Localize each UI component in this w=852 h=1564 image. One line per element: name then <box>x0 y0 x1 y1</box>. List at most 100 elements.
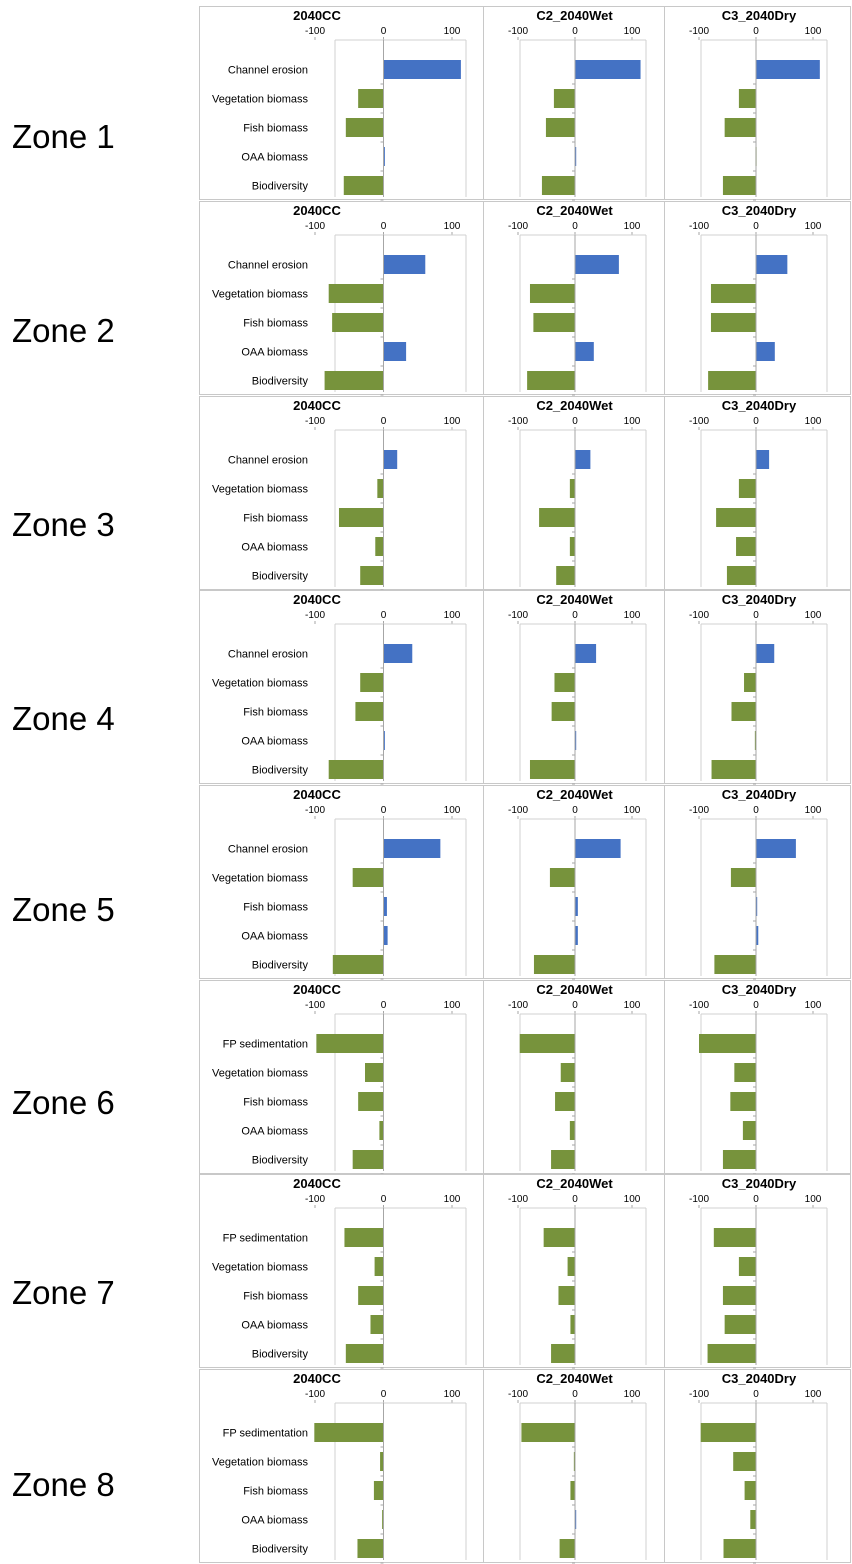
x-tick-label: -100 <box>689 1194 709 1205</box>
category-label: Vegetation biomass <box>212 1457 309 1469</box>
category-label: Fish biomass <box>243 1291 308 1303</box>
chart-panel: C2_2040Wet -100 0 100 <box>483 202 665 396</box>
bar <box>374 1257 384 1276</box>
bar-chart: C2_2040Wet -100 0 100 <box>508 982 647 1175</box>
x-tick-label: 100 <box>444 221 461 232</box>
category-label: Vegetation biomass <box>212 1262 309 1274</box>
bar <box>533 313 575 332</box>
category-label: Biodiversity <box>252 1544 309 1556</box>
bar-chart: 2040CC -100 0 100 FP sedimentation Vegetation… <box>212 1176 467 1369</box>
category-label: Biodiversity <box>252 765 309 777</box>
bar-chart: C2_2040Wet -100 0 100 <box>508 8 647 201</box>
bar <box>360 566 384 585</box>
x-tick-label: -100 <box>305 1194 325 1205</box>
x-tick-label: 0 <box>753 416 759 427</box>
category-label: Fish biomass <box>243 513 308 525</box>
category-label: Vegetation biomass <box>212 94 309 106</box>
bar <box>529 760 575 779</box>
bar-chart: C3_2040Dry -100 0 100 <box>689 398 828 591</box>
bar <box>707 1344 756 1363</box>
chart-panel: C3_2040Dry -100 0 100 <box>664 981 852 1175</box>
bar <box>345 1344 384 1363</box>
chart-panel: C3_2040Dry -100 0 100 <box>664 1175 852 1369</box>
chart-title: C2_2040Wet <box>536 8 613 23</box>
category-label: Fish biomass <box>243 902 308 914</box>
chart-title: C2_2040Wet <box>536 1371 613 1386</box>
category-label: OAA biomass <box>241 347 308 359</box>
category-label: Biodiversity <box>252 1155 309 1167</box>
bar <box>756 644 775 663</box>
bar <box>543 1228 575 1247</box>
bar <box>733 1452 756 1471</box>
bar-chart: 2040CC -100 0 100 Channel erosion Vegetation … <box>212 592 467 785</box>
chart-panel: 2040CC -100 0 100 Channel erosion Vegetation … <box>200 202 483 396</box>
bar <box>383 255 426 274</box>
x-tick-label: 0 <box>381 610 387 621</box>
bar <box>314 1423 384 1442</box>
x-tick-label: 0 <box>381 1389 387 1400</box>
bar <box>529 284 575 303</box>
x-tick-label: -100 <box>689 416 709 427</box>
category-label: Fish biomass <box>243 318 308 330</box>
chart-panel: C3_2040Dry -100 0 100 <box>664 1370 852 1564</box>
bar <box>742 1121 756 1140</box>
bar <box>711 760 756 779</box>
bar <box>722 1150 756 1169</box>
bar <box>575 731 577 750</box>
chart-title: C2_2040Wet <box>536 203 613 218</box>
bar <box>332 955 384 974</box>
x-tick-label: 100 <box>444 805 461 816</box>
bar <box>575 147 577 166</box>
category-label: OAA biomass <box>241 542 308 554</box>
category-label: Biodiversity <box>252 181 309 193</box>
bar <box>383 897 387 916</box>
chart-panel: C2_2040Wet -100 0 100 <box>483 7 665 201</box>
chart-panel: 2040CC -100 0 100 Channel erosion Vegetation … <box>200 591 483 785</box>
bar <box>559 1539 575 1558</box>
chart-title: C3_2040Dry <box>722 8 797 23</box>
chart-panel: C2_2040Wet -100 0 100 <box>483 1370 665 1564</box>
bar-chart: C2_2040Wet -100 0 100 <box>508 787 647 980</box>
zone-label: Zone 8 <box>12 1466 115 1503</box>
category-label: Vegetation biomass <box>212 484 309 496</box>
bar <box>573 1452 576 1471</box>
bar <box>324 371 384 390</box>
bar <box>567 1257 575 1276</box>
category-label: Fish biomass <box>243 123 308 135</box>
chart-panel: 2040CC -100 0 100 Channel erosion Vegetation … <box>200 397 483 591</box>
zone-chart-row: 2040CC -100 0 100 Channel erosion Vegetation … <box>199 201 851 396</box>
category-label: Vegetation biomass <box>212 678 309 690</box>
category-label: Biodiversity <box>252 571 309 583</box>
bar <box>554 673 575 692</box>
bar <box>722 1286 756 1305</box>
chart-title: 2040CC <box>293 787 341 802</box>
bar <box>533 955 575 974</box>
category-label: Channel erosion <box>228 455 308 467</box>
x-tick-label: -100 <box>689 1389 709 1400</box>
bar-chart: C3_2040Dry -100 0 100 <box>689 592 828 785</box>
x-tick-label: 100 <box>624 26 641 37</box>
category-label: Biodiversity <box>252 376 309 388</box>
bar <box>328 760 384 779</box>
bar <box>575 1510 577 1529</box>
bar <box>738 1257 756 1276</box>
x-tick-label: 0 <box>381 221 387 232</box>
bar <box>558 1286 575 1305</box>
chart-title: 2040CC <box>293 398 341 413</box>
bar <box>736 537 756 556</box>
zone-label: Zone 7 <box>12 1274 115 1311</box>
bar <box>383 731 385 750</box>
category-label: Fish biomass <box>243 1097 308 1109</box>
category-label: Vegetation biomass <box>212 1068 309 1080</box>
x-tick-label: -100 <box>508 1000 528 1011</box>
bar <box>575 839 621 858</box>
bar-chart: C3_2040Dry -100 0 100 <box>689 1371 828 1564</box>
x-tick-label: 100 <box>805 26 822 37</box>
bar <box>744 673 756 692</box>
zone-label: Zone 6 <box>12 1084 115 1121</box>
zone-label: Zone 3 <box>12 506 115 543</box>
x-tick-label: 0 <box>381 1194 387 1205</box>
x-tick-label: -100 <box>305 221 325 232</box>
x-tick-label: -100 <box>689 1000 709 1011</box>
chart-title: 2040CC <box>293 592 341 607</box>
